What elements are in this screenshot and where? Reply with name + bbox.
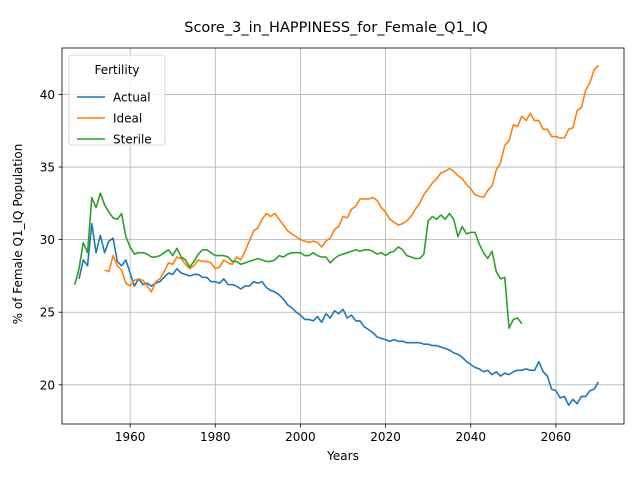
series-line-sterile (73, 192, 523, 329)
x-axis: 1960 1980 2000 2020 2040 2060 (115, 424, 571, 444)
x-tick-label: 2020 (370, 430, 401, 444)
chart-title: Score_3_in_HAPPINESS_for_Female_Q1_IQ (184, 20, 488, 36)
plot-area: 1960 1980 2000 2020 2040 2060 20 25 30 35 40 (40, 47, 625, 444)
x-tick-label: 2060 (541, 430, 572, 444)
legend-label-actual: Actual (113, 91, 151, 105)
y-tick-label: 20 (40, 378, 55, 392)
legend-label-ideal: Ideal (113, 112, 142, 126)
y-axis: 20 25 30 35 40 (40, 88, 62, 392)
y-tick-label: 30 (40, 233, 55, 247)
legend-box (68, 54, 166, 146)
y-tick-label: 35 (40, 161, 55, 175)
series-line-ideal (104, 64, 600, 293)
legend-label-sterile: Sterile (113, 133, 152, 147)
y-tick-label: 40 (40, 88, 55, 102)
legend-title: Fertility (94, 63, 139, 77)
x-axis-label: Years (326, 449, 359, 463)
x-tick-label: 1960 (115, 430, 146, 444)
plot-frame (61, 47, 625, 425)
series-line-actual (78, 222, 600, 406)
y-axis-label: % of Female Q1_IQ Population (11, 144, 25, 325)
grid (62, 48, 624, 424)
x-tick-label: 1980 (200, 430, 231, 444)
y-tick-label: 25 (40, 306, 55, 320)
x-tick-label: 2000 (285, 430, 316, 444)
legend: Fertility Actual Ideal Sterile (68, 54, 166, 147)
series-lines (73, 64, 600, 406)
x-tick-label: 2040 (455, 430, 486, 444)
